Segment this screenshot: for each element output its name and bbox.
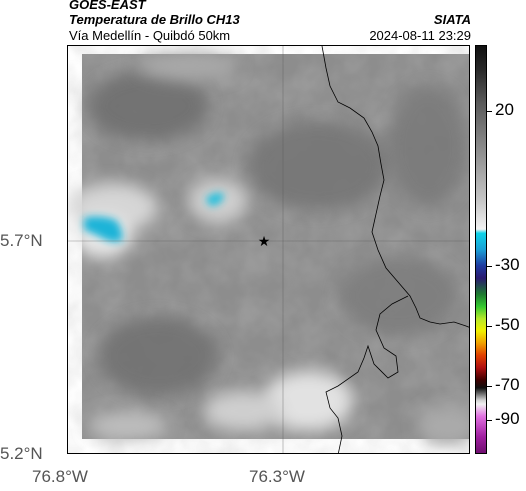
colorbar-label: 20 — [495, 100, 514, 119]
location-star-icon: ★ — [258, 234, 271, 250]
datetime-label: 2024-08-11 23:29 — [369, 28, 471, 43]
lon-tick-label: 76.8°W — [32, 467, 88, 486]
title-product: Temperatura de Brillo CH13 — [69, 12, 240, 27]
map-panel[interactable]: ★ — [67, 45, 470, 454]
subtitle-region: Vía Medellín - Quibdó 50km — [69, 28, 231, 43]
lat-tick-label: 5.7°N — [0, 231, 43, 250]
title-satellite: GOES-EAST — [69, 0, 146, 12]
lat-tick-label: 5.2°N — [0, 444, 43, 463]
colorbar-label: -70 — [495, 375, 520, 394]
boundary-line — [321, 46, 469, 328]
cold-cloud-west — [84, 216, 123, 242]
lon-tick-label: 76.3°W — [249, 467, 305, 486]
cold-cloud-center — [206, 192, 224, 206]
colorbar-label: -50 — [495, 315, 520, 334]
agency-label: SIATA — [433, 12, 471, 27]
brightness-temperature-map: ★ — [68, 46, 469, 453]
temperature-colorbar — [475, 45, 487, 454]
colorbar-label: -90 — [495, 409, 520, 428]
colorbar-label: -30 — [495, 255, 520, 274]
